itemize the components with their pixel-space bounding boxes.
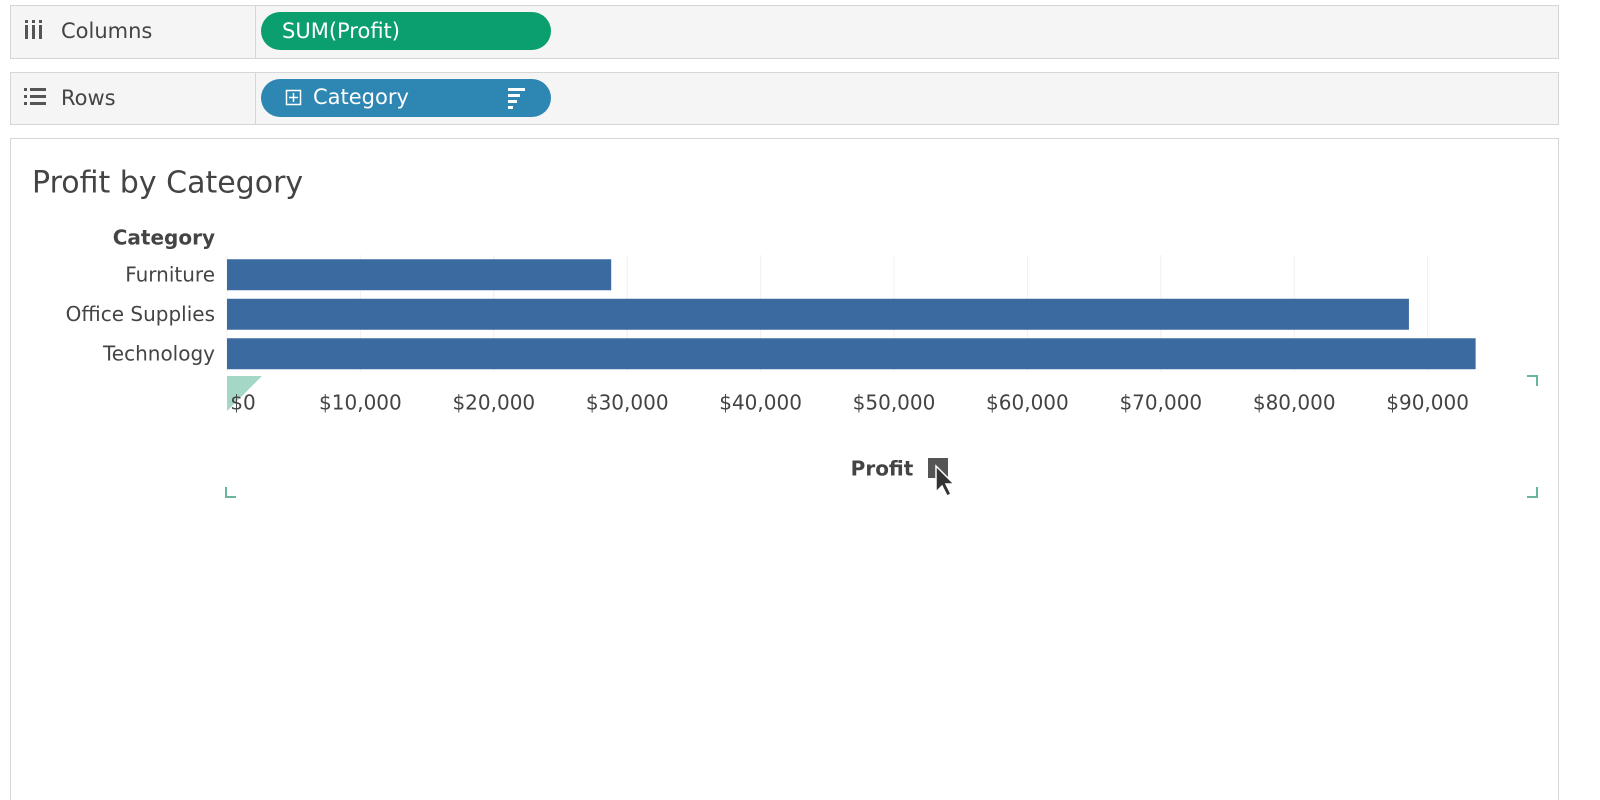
expand-plus bbox=[289, 93, 298, 102]
columns-shelf bbox=[10, 5, 1559, 59]
x-tick-label: $80,000 bbox=[1253, 391, 1336, 415]
pill-label[interactable]: SUM(Profit) bbox=[282, 19, 400, 43]
columns-icon bbox=[25, 20, 42, 39]
x-tick-label: $70,000 bbox=[1119, 391, 1202, 415]
x-tick-label: $50,000 bbox=[853, 391, 936, 415]
x-tick-label: $10,000 bbox=[319, 391, 402, 415]
bar bbox=[227, 338, 1476, 370]
x-tick-label: $20,000 bbox=[452, 391, 535, 415]
x-tick-label: $30,000 bbox=[586, 391, 669, 415]
bar bbox=[227, 298, 1409, 330]
shelf-label: Columns bbox=[61, 19, 152, 43]
chart-title: Profit by Category bbox=[32, 166, 303, 201]
y-tick-label: Office Supplies bbox=[66, 302, 215, 326]
drop-corners bbox=[225, 375, 1538, 498]
cursor bbox=[935, 464, 956, 498]
rows-shelf bbox=[10, 72, 1559, 125]
y-tick-label: Furniture bbox=[125, 262, 215, 286]
axis-title: Profit bbox=[851, 457, 914, 481]
x-tick-label: $60,000 bbox=[986, 391, 1069, 415]
y-tick-label: Technology bbox=[102, 341, 215, 365]
rows-icon bbox=[24, 88, 46, 105]
sort-icon[interactable] bbox=[508, 88, 525, 109]
row-header: Category bbox=[113, 226, 215, 250]
pill-label[interactable]: Category bbox=[313, 85, 409, 109]
expand-icon[interactable] bbox=[285, 89, 302, 106]
pill[interactable] bbox=[261, 79, 551, 117]
view-panel bbox=[10, 138, 1559, 800]
x-tick-label: $90,000 bbox=[1386, 391, 1469, 415]
shelf-label: Rows bbox=[61, 86, 116, 110]
bar bbox=[227, 259, 612, 291]
x-tick-label: $40,000 bbox=[719, 391, 802, 415]
x-tick-label: $0 bbox=[230, 391, 255, 415]
drop-indicator bbox=[227, 376, 262, 411]
pill[interactable] bbox=[261, 12, 551, 50]
